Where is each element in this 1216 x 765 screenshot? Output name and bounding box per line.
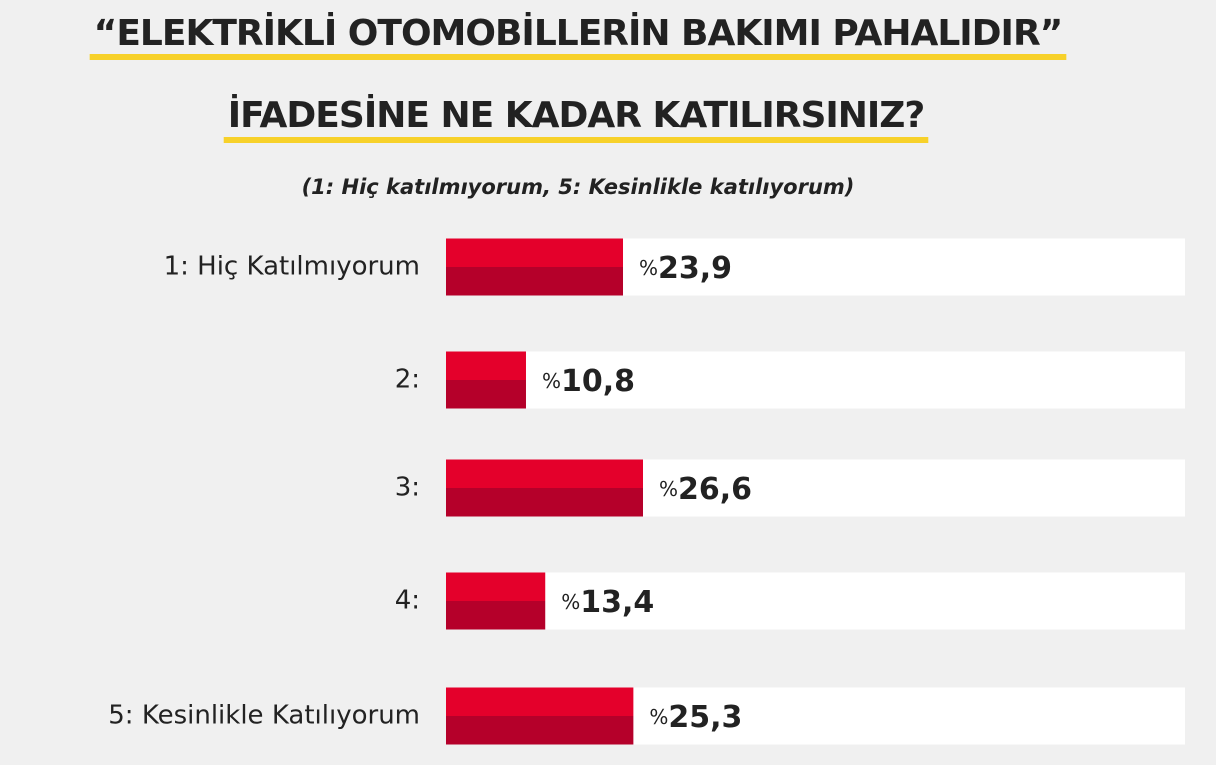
category-label: 3:	[395, 473, 420, 503]
category-label: 1: Hiç Katılmıyorum	[164, 252, 420, 282]
title-underline	[223, 137, 929, 143]
value-label: %13,4	[561, 585, 654, 620]
bar-bottom	[446, 488, 643, 517]
value-label: %10,8	[542, 364, 635, 399]
chart-title: İFADESİNE NE KADAR KATILIRSINIZ?	[228, 94, 925, 136]
bar	[446, 351, 526, 409]
category-label: 5: Kesinlikle Katılıyorum	[108, 701, 420, 731]
title-underline	[89, 54, 1067, 60]
bar-top	[446, 238, 624, 267]
chart-title: “ELEKTRİKLİ OTOMOBİLLERİN BAKIMI PAHALID…	[94, 12, 1063, 54]
category-label: 4:	[395, 586, 420, 616]
bar-top	[446, 459, 643, 488]
bar-bottom	[446, 267, 624, 296]
bar-top	[446, 687, 634, 716]
bar-bottom	[446, 716, 634, 745]
bar-top	[446, 351, 526, 380]
bar	[446, 572, 546, 630]
value-label: %23,9	[639, 251, 732, 286]
bar-bottom	[446, 380, 526, 409]
value-label: %26,6	[659, 472, 752, 507]
bar-track	[446, 351, 1185, 409]
value-label: %25,3	[649, 700, 742, 735]
bar-track	[446, 572, 1185, 630]
bar-bottom	[446, 601, 546, 630]
bar	[446, 238, 624, 296]
bar-top	[446, 572, 546, 601]
bar	[446, 459, 643, 517]
bar	[446, 687, 634, 745]
category-label: 2:	[395, 365, 420, 395]
chart-subtitle: (1: Hiç katılmıyorum, 5: Kesinlikle katı…	[302, 175, 855, 199]
